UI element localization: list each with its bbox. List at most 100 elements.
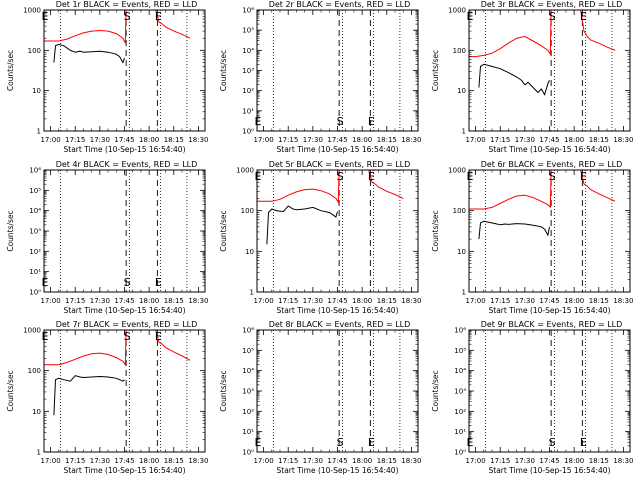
detector-panel-7: Det 7r BLACK = Events, RED = LLD 1 10 100 10…	[6, 320, 209, 475]
y-tick-label: 10¹	[242, 428, 254, 436]
y-tick-label: 1	[37, 449, 41, 457]
x-tick-label: 18:15	[589, 297, 609, 305]
events-series-line	[266, 205, 338, 245]
y-tick-label: 10⁰	[242, 128, 254, 136]
x-tick-label: 18:15	[164, 457, 184, 465]
y-tick-label: 1	[462, 128, 466, 136]
x-axis-label: Start Time (10-Sep-15 16:54:40)	[489, 145, 611, 154]
x-tick-label: 17:45	[327, 136, 347, 144]
y-axis-label: Counts/sec	[431, 370, 440, 411]
y-tick-label: 100	[28, 367, 41, 375]
event-marker-s: S	[124, 330, 131, 343]
x-tick-label: 17:30	[303, 136, 323, 144]
event-marker-s: S	[549, 10, 556, 23]
y-tick-label: 10⁵	[242, 27, 254, 35]
x-tick-label: 18:30	[613, 136, 633, 144]
detector-panel-6: Det 6r BLACK = Events, RED = LLD 1 10 100 10…	[431, 160, 634, 315]
x-tick-label: 17:00	[40, 297, 60, 305]
y-tick-label: 10⁴	[454, 367, 466, 375]
y-tick-label: 10²	[29, 248, 41, 256]
y-tick-label: 1000	[23, 7, 41, 15]
event-marker-e: E	[368, 115, 375, 128]
y-tick-label: 1000	[448, 7, 466, 15]
x-tick-label: 17:15	[278, 136, 298, 144]
event-marker-s: S	[337, 170, 344, 183]
x-tick-label: 18:15	[589, 136, 609, 144]
event-marker-e: E	[368, 436, 375, 449]
event-marker-e: E	[42, 10, 49, 23]
x-tick-label: 17:15	[490, 297, 510, 305]
x-tick-label: 17:00	[253, 297, 273, 305]
plot-frame	[256, 169, 419, 293]
event-marker-s: S	[549, 436, 556, 449]
y-tick-label: 10²	[454, 408, 466, 416]
x-tick-label: 17:30	[515, 297, 535, 305]
plot-frame	[43, 9, 206, 132]
events-series-line	[478, 63, 550, 96]
y-tick-label: 10⁰	[242, 449, 254, 457]
panel-title: Det 5r BLACK = Events, RED = LLD	[269, 160, 411, 169]
x-tick-label: 17:15	[278, 297, 298, 305]
x-tick-label: 17:30	[303, 457, 323, 465]
detector-panel-2: Det 2r BLACK = Events, RED = LLD 10⁰ 10¹ 10…	[219, 0, 422, 154]
x-tick-label: 18:00	[139, 136, 159, 144]
x-axis-label: Start Time (10-Sep-15 16:54:40)	[489, 306, 611, 315]
event-marker-e: E	[255, 115, 262, 128]
lld-series-line	[44, 329, 191, 367]
events-series-line	[53, 375, 125, 416]
event-marker-e: E	[42, 330, 49, 343]
x-tick-label: 18:00	[352, 297, 372, 305]
plot-frame	[468, 9, 631, 132]
event-marker-e: E	[255, 436, 262, 449]
y-tick-label: 10²	[242, 87, 254, 95]
detector-panel-3: Det 3r BLACK = Events, RED = LLD 1 10 100 10…	[431, 0, 634, 154]
x-tick-label: 17:30	[515, 457, 535, 465]
y-tick-label: 10⁰	[454, 449, 466, 457]
x-tick-label: 17:15	[65, 297, 85, 305]
y-tick-label: 1	[462, 289, 466, 297]
x-tick-label: 17:45	[114, 136, 134, 144]
panel-title: Det 1r BLACK = Events, RED = LLD	[56, 0, 198, 9]
event-marker-s: S	[549, 170, 556, 183]
x-axis-label: Start Time (10-Sep-15 16:54:40)	[64, 466, 186, 475]
plot-frame	[468, 329, 631, 453]
y-tick-label: 10⁴	[242, 367, 254, 375]
x-axis-label: Start Time (10-Sep-15 16:54:40)	[277, 306, 399, 315]
plot-frame	[256, 329, 419, 453]
event-marker-e: E	[255, 170, 262, 183]
x-tick-label: 17:15	[278, 457, 298, 465]
detector-panel-9: Det 9r BLACK = Events, RED = LLD 10⁰ 10¹ 10…	[431, 320, 634, 475]
x-tick-label: 18:15	[164, 136, 184, 144]
y-tick-label: 10³	[29, 228, 41, 236]
y-tick-label: 10²	[242, 408, 254, 416]
y-axis-label: Counts/sec	[6, 210, 15, 251]
x-tick-label: 18:30	[401, 136, 421, 144]
lld-series-line	[469, 9, 616, 58]
event-marker-s: S	[337, 115, 344, 128]
x-tick-label: 18:00	[352, 136, 372, 144]
x-tick-label: 17:45	[539, 297, 559, 305]
x-tick-label: 17:30	[90, 457, 110, 465]
panel-title: Det 3r BLACK = Events, RED = LLD	[481, 0, 623, 9]
x-tick-label: 17:45	[539, 136, 559, 144]
x-tick-label: 18:00	[564, 136, 584, 144]
event-marker-e: E	[580, 436, 587, 449]
x-tick-label: 17:45	[114, 457, 134, 465]
y-tick-label: 10¹	[454, 428, 466, 436]
event-marker-e: E	[467, 10, 474, 23]
x-axis-label: Start Time (10-Sep-15 16:54:40)	[277, 466, 399, 475]
event-marker-e: E	[155, 330, 162, 343]
x-tick-label: 17:00	[40, 457, 60, 465]
y-tick-label: 10⁴	[242, 47, 254, 55]
y-tick-label: 1000	[236, 167, 254, 175]
x-tick-label: 18:00	[564, 457, 584, 465]
x-tick-label: 18:30	[401, 457, 421, 465]
x-tick-label: 17:30	[515, 136, 535, 144]
x-tick-label: 17:15	[490, 457, 510, 465]
y-tick-label: 10	[457, 248, 466, 256]
x-tick-label: 17:45	[327, 457, 347, 465]
x-axis-label: Start Time (10-Sep-15 16:54:40)	[489, 466, 611, 475]
x-tick-label: 18:00	[139, 297, 159, 305]
y-tick-label: 10	[32, 87, 41, 95]
panel-title: Det 8r BLACK = Events, RED = LLD	[269, 320, 411, 329]
